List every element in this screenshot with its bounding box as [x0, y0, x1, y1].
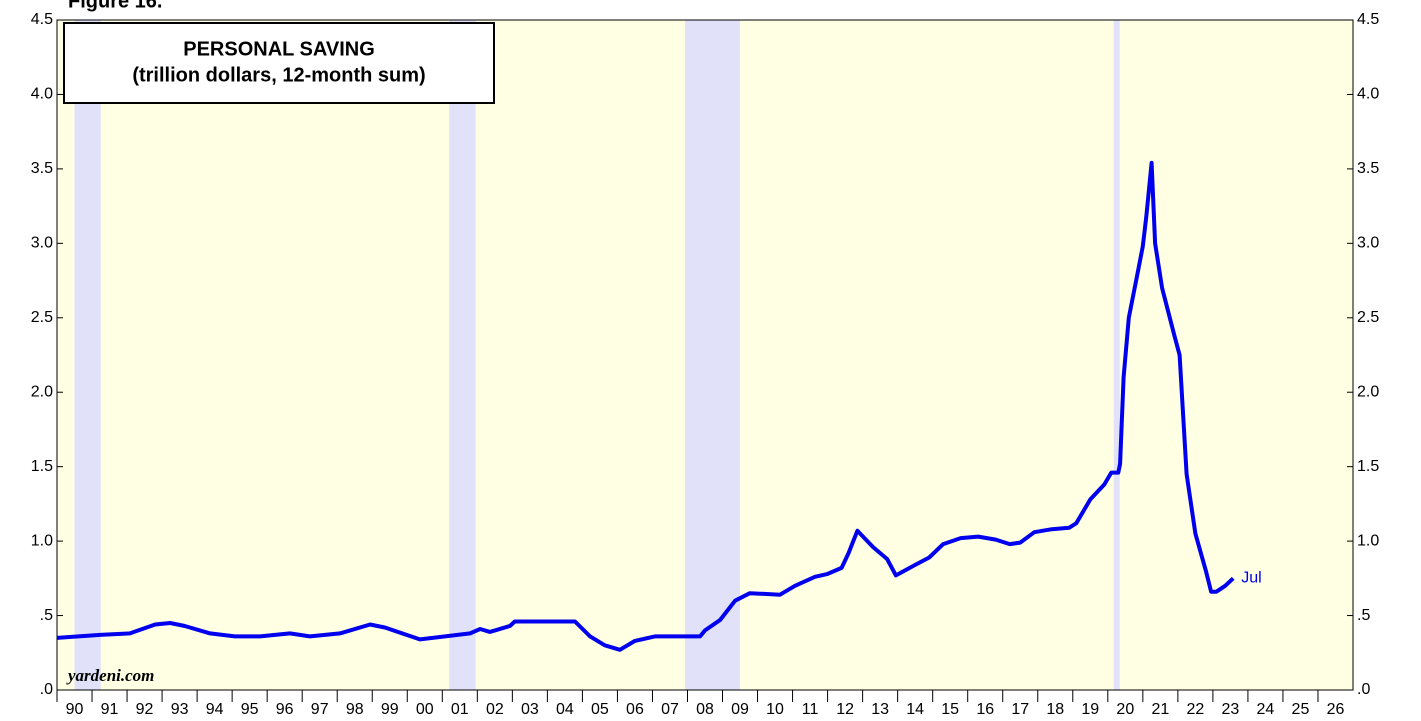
x-tick-label: 05 — [591, 701, 609, 718]
x-tick-label: 18 — [1046, 701, 1064, 718]
x-tick-label: 09 — [731, 701, 749, 718]
x-tick-label: 97 — [311, 701, 329, 718]
chart-subtitle: (trillion dollars, 12-month sum) — [132, 64, 425, 86]
x-tick-label: 96 — [276, 701, 294, 718]
y2-tick-label: .5 — [1357, 607, 1370, 624]
source: yardeni.com — [66, 666, 154, 685]
x-tick-label: 00 — [416, 701, 434, 718]
y-tick-label: 1.0 — [31, 532, 53, 549]
x-tick-label: 17 — [1011, 701, 1029, 718]
x-tick-label: 11 — [802, 701, 819, 718]
y2-tick-label: 4.5 — [1357, 11, 1379, 28]
y2-tick-label: 1.5 — [1357, 458, 1379, 475]
recession-band — [685, 20, 741, 690]
x-tick-label: 12 — [836, 701, 854, 718]
y-tick-label: 2.5 — [31, 309, 53, 326]
x-tick-label: 23 — [1222, 701, 1240, 718]
y-tick-label: 1.5 — [31, 458, 53, 475]
x-tick-label: 22 — [1186, 701, 1204, 718]
x-tick-label: 13 — [871, 701, 889, 718]
y-tick-label: 4.5 — [31, 11, 53, 28]
x-tick-label: 04 — [556, 701, 574, 718]
y-tick-label: 2.0 — [31, 383, 53, 400]
plot-frame — [56, 19, 1354, 691]
x-tick-label: 98 — [346, 701, 364, 718]
x-tick-label: 08 — [696, 701, 714, 718]
x-tick-label: 93 — [171, 701, 189, 718]
y-tick-label: 3.5 — [31, 160, 53, 177]
y-tick-label: .5 — [40, 607, 53, 624]
x-tick-label: 21 — [1151, 701, 1169, 718]
recession-band — [74, 20, 101, 690]
y2-tick-label: 1.0 — [1357, 532, 1379, 549]
x-tick-label: 03 — [521, 701, 539, 718]
x-tick-label: 16 — [976, 701, 994, 718]
x-tick-label: 20 — [1116, 701, 1134, 718]
series-line — [56, 160, 1235, 652]
x-tick-label: 24 — [1257, 701, 1275, 718]
end-annotation: Jul — [1241, 570, 1261, 587]
recession-band — [1113, 20, 1120, 690]
x-tick-label: 90 — [66, 701, 84, 718]
x-tick-label: 94 — [206, 701, 224, 718]
x-tick-label: 92 — [136, 701, 154, 718]
x-tick-label: 02 — [486, 701, 504, 718]
x-tick-label: 15 — [941, 701, 959, 718]
y2-tick-label: 3.0 — [1357, 235, 1379, 252]
y-tick-label: .0 — [40, 681, 53, 698]
y2-tick-label: 2.5 — [1357, 309, 1379, 326]
x-tick-label: 26 — [1327, 701, 1345, 718]
x-tick-label: 10 — [766, 701, 784, 718]
y-tick-label: 3.0 — [31, 235, 53, 252]
title-box — [63, 22, 495, 104]
x-tick-label: 95 — [241, 701, 259, 718]
figure-label: Figure 16. — [68, 0, 162, 12]
chart-title: PERSONAL SAVING — [183, 38, 375, 60]
x-tick-label: 19 — [1081, 701, 1099, 718]
recession-band — [449, 20, 476, 690]
y-tick-label: 4.0 — [31, 86, 53, 103]
x-tick-label: 14 — [906, 701, 924, 718]
y2-tick-label: 4.0 — [1357, 86, 1379, 103]
y2-tick-label: 3.5 — [1357, 160, 1379, 177]
x-tick-label: 91 — [101, 701, 119, 718]
y2-tick-label: .0 — [1357, 681, 1370, 698]
y2-tick-label: 2.0 — [1357, 383, 1379, 400]
x-tick-label: 25 — [1292, 701, 1310, 718]
x-tick-label: 01 — [451, 701, 469, 718]
x-tick-label: 06 — [626, 701, 644, 718]
x-tick-label: 07 — [661, 701, 679, 718]
x-tick-label: 99 — [381, 701, 399, 718]
